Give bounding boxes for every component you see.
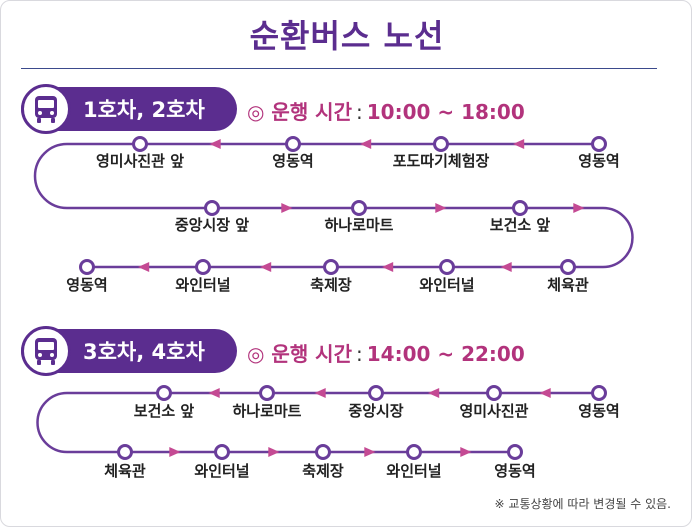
stop-marker [132, 136, 148, 152]
stop-label: 축제장 [310, 276, 352, 294]
direction-arrow [268, 447, 280, 457]
stop-marker [486, 385, 502, 401]
direction-arrow [360, 139, 372, 149]
hours-label: ◎ 운행 시간 [247, 342, 352, 366]
stop-label: 영동역 [578, 152, 619, 170]
direction-arrow [460, 447, 472, 457]
route-name: 3호차, 4호차 [83, 340, 205, 364]
stop-label: 와인터널 [386, 462, 441, 480]
stop-marker [560, 259, 576, 275]
stop-label: 포도따기체험장 [393, 152, 490, 170]
stop-label: 체육관 [547, 276, 589, 294]
page-title: 순환버스 노선 [249, 17, 445, 55]
route-badge-2: 3호차, 4호차 [21, 326, 237, 376]
stop-marker [117, 444, 133, 460]
direction-arrow [500, 262, 512, 272]
direction-arrow [209, 139, 221, 149]
hours-value: 14:00 ~ 22:00 [366, 342, 525, 366]
route-name: 1호차, 2호차 [83, 98, 205, 122]
direction-arrow [435, 203, 447, 213]
direction-arrow [382, 262, 394, 272]
stop-marker [591, 136, 607, 152]
title-divider [21, 68, 657, 69]
stop-marker [591, 385, 607, 401]
stop-label: 하나로마트 [324, 216, 393, 234]
direction-arrow [364, 447, 376, 457]
route-line [36, 391, 599, 454]
stop-marker [214, 444, 230, 460]
stop-label: 보건소 앞 [134, 402, 195, 420]
stop-marker [507, 444, 523, 460]
stop-label: 영동역 [272, 152, 313, 170]
direction-arrow [573, 203, 585, 213]
stop-marker [351, 200, 367, 216]
stop-marker [195, 259, 211, 275]
direction-arrow [314, 388, 326, 398]
stop-marker [259, 385, 275, 401]
stop-label: 영동역 [66, 276, 107, 294]
stop-label: 영동역 [494, 462, 535, 480]
stop-label: 와인터널 [194, 462, 249, 480]
stop-label: 하나로마트 [232, 402, 301, 420]
operating-hours: ◎ 운행 시간:14:00 ~ 22:00 [247, 338, 525, 367]
stop-marker [285, 136, 301, 152]
direction-arrow [513, 139, 525, 149]
hours-separator: : [355, 342, 363, 366]
hours-label: ◎ 운행 시간 [247, 100, 352, 124]
stop-marker [156, 385, 172, 401]
stop-marker [406, 444, 422, 460]
stop-marker [368, 385, 384, 401]
bus-icon [21, 84, 71, 134]
direction-arrow [208, 388, 220, 398]
stop-label: 영미사진관 [459, 402, 528, 420]
stop-marker [512, 200, 528, 216]
stop-marker [433, 136, 449, 152]
direction-arrow [428, 388, 440, 398]
stop-label: 체육관 [104, 462, 146, 480]
direction-arrow [138, 262, 150, 272]
stop-label: 중앙시장 [348, 402, 403, 420]
hours-value: 10:00 ~ 18:00 [366, 100, 525, 124]
direction-arrow [281, 203, 293, 213]
bus-icon [21, 326, 71, 376]
stop-marker [323, 259, 339, 275]
stop-marker [79, 259, 95, 275]
stop-label: 영미사진관 앞 [96, 152, 184, 170]
route-line [33, 142, 634, 269]
direction-arrow [260, 262, 272, 272]
direction-arrow [539, 388, 551, 398]
stop-label: 보건소 앞 [490, 216, 551, 234]
stop-label: 축제장 [302, 462, 344, 480]
route-badge-1: 1호차, 2호차 [21, 84, 237, 134]
direction-arrow [169, 447, 181, 457]
footnote: ※ 교통상황에 따라 변경될 수 있음. [494, 497, 671, 511]
stop-label: 중앙시장 앞 [175, 216, 249, 234]
stop-label: 영동역 [578, 402, 619, 420]
stop-marker [315, 444, 331, 460]
stop-label: 와인터널 [175, 276, 230, 294]
hours-separator: : [355, 100, 363, 124]
stop-marker [439, 259, 455, 275]
stop-label: 와인터널 [419, 276, 474, 294]
operating-hours: ◎ 운행 시간:10:00 ~ 18:00 [247, 96, 525, 125]
stop-marker [204, 200, 220, 216]
